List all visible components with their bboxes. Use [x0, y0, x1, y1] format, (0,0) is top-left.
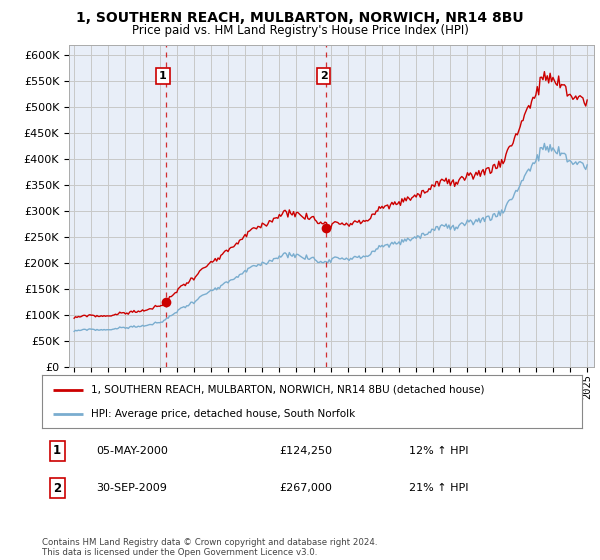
Text: 1: 1 — [159, 71, 167, 81]
Text: HPI: Average price, detached house, South Norfolk: HPI: Average price, detached house, Sout… — [91, 409, 355, 419]
Text: Contains HM Land Registry data © Crown copyright and database right 2024.
This d: Contains HM Land Registry data © Crown c… — [42, 538, 377, 557]
Text: £124,250: £124,250 — [280, 446, 332, 456]
Text: 05-MAY-2000: 05-MAY-2000 — [96, 446, 168, 456]
Text: 2: 2 — [53, 482, 61, 494]
Text: 21% ↑ HPI: 21% ↑ HPI — [409, 483, 469, 493]
Text: 1, SOUTHERN REACH, MULBARTON, NORWICH, NR14 8BU: 1, SOUTHERN REACH, MULBARTON, NORWICH, N… — [76, 11, 524, 25]
Text: 2: 2 — [320, 71, 328, 81]
Text: 12% ↑ HPI: 12% ↑ HPI — [409, 446, 469, 456]
Text: Price paid vs. HM Land Registry's House Price Index (HPI): Price paid vs. HM Land Registry's House … — [131, 24, 469, 36]
Text: 30-SEP-2009: 30-SEP-2009 — [96, 483, 167, 493]
Text: 1, SOUTHERN REACH, MULBARTON, NORWICH, NR14 8BU (detached house): 1, SOUTHERN REACH, MULBARTON, NORWICH, N… — [91, 385, 484, 395]
Text: £267,000: £267,000 — [280, 483, 332, 493]
Text: 1: 1 — [53, 444, 61, 457]
